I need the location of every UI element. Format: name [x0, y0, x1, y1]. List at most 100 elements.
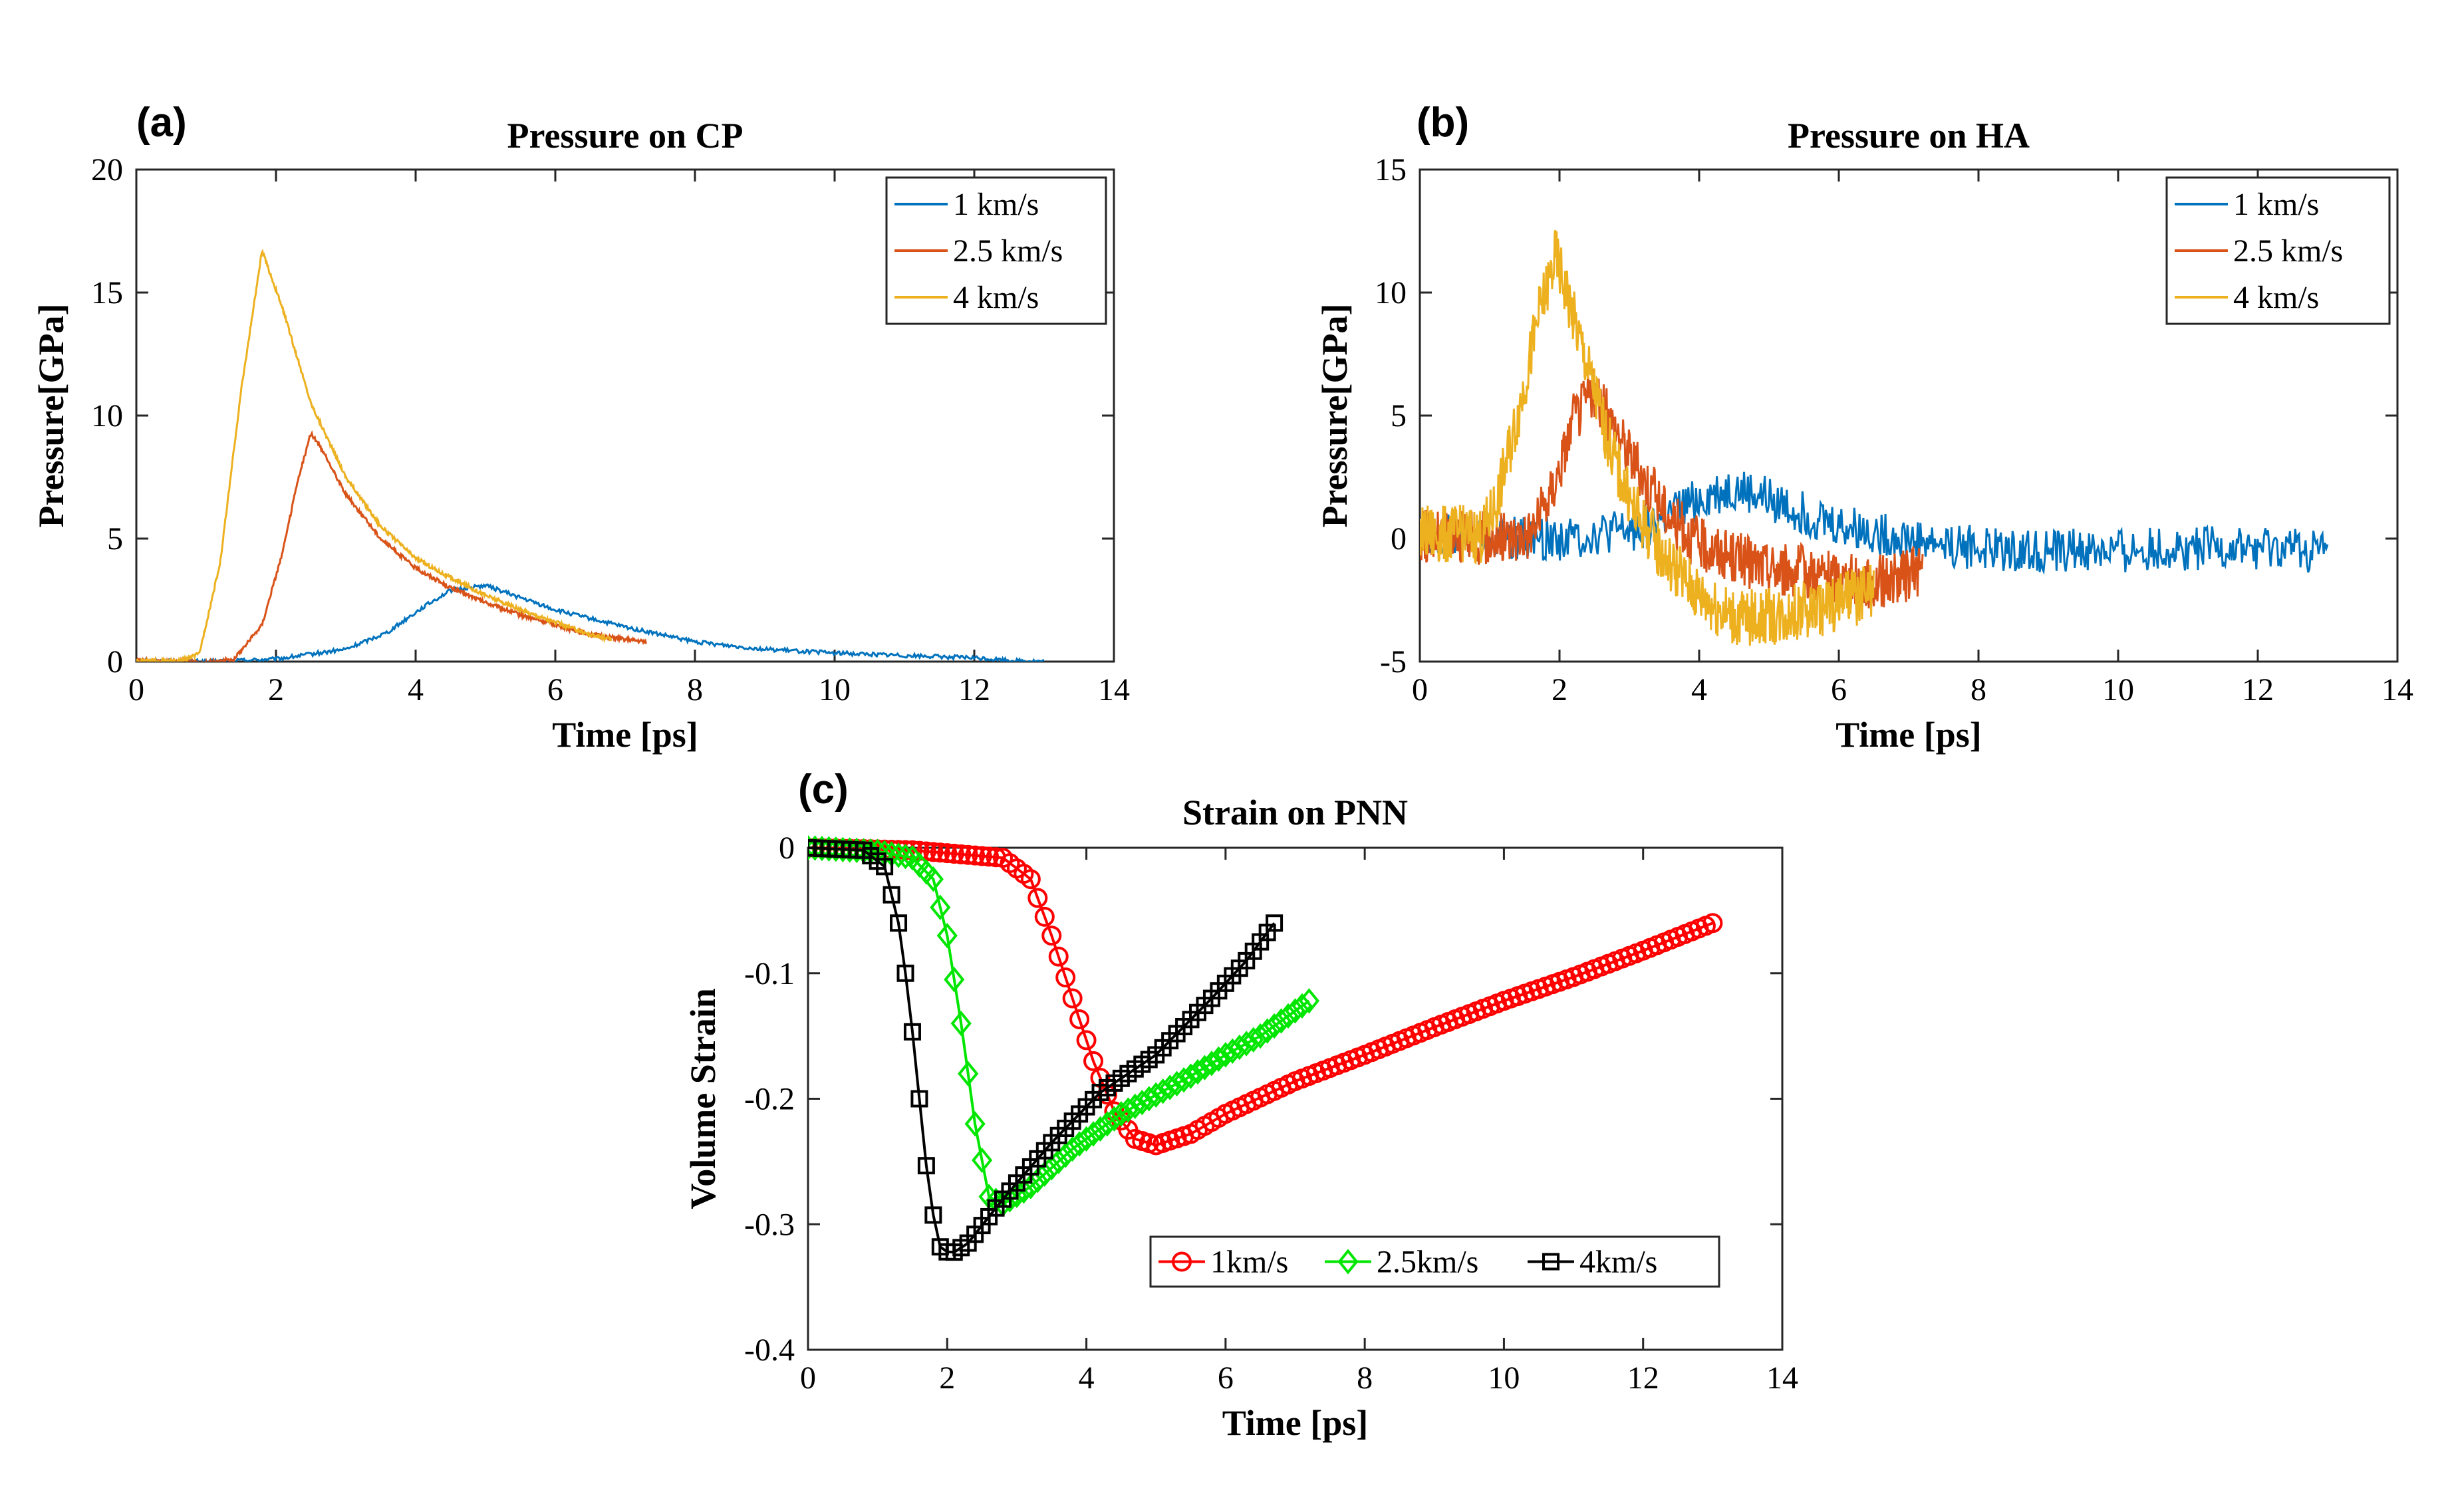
- data-point-1km/s: [1083, 1051, 1104, 1071]
- y-axis-label: Pressure[GPa]: [31, 304, 71, 528]
- data-point-2.5km/s: [1145, 1082, 1166, 1108]
- panel-label: (b): [1417, 100, 1469, 146]
- data-point-2.5km/s: [1208, 1046, 1229, 1072]
- x-tick-label: 6: [1831, 672, 1847, 707]
- data-point-1km/s: [1069, 1009, 1090, 1029]
- data-point-4km/s: [883, 886, 900, 904]
- x-tick-label: 8: [1357, 1360, 1373, 1396]
- x-tick-label: 10: [2102, 672, 2134, 707]
- data-point-2.5km/s: [1075, 1126, 1097, 1152]
- y-tick-label: 10: [1375, 275, 1407, 311]
- data-point-4km/s: [896, 964, 914, 982]
- y-tick-label: -0.4: [744, 1332, 795, 1368]
- data-point-2.5km/s: [1055, 1142, 1076, 1168]
- chart-title: Pressure on CP: [507, 116, 744, 156]
- legend: 1 km/s 2.5 km/s 4 km/s: [885, 176, 1107, 325]
- x-tick-label: 10: [819, 672, 851, 707]
- data-point-4km/s: [924, 1206, 942, 1224]
- x-tick-label: 0: [1412, 672, 1428, 707]
- y-tick-label: 0: [779, 830, 795, 866]
- data-point-2.5km/s: [1257, 1018, 1278, 1044]
- data-point-2.5km/s: [1201, 1051, 1222, 1076]
- data-point-2.5km/s: [1270, 1008, 1292, 1034]
- data-point-2.5km/s: [958, 1061, 979, 1086]
- data-point-2.5km/s: [922, 866, 944, 892]
- y-tick-label: 5: [107, 521, 123, 557]
- data-point-2.5km/s: [1111, 1100, 1132, 1127]
- legend-entry-label: 1km/s: [1210, 1245, 1288, 1280]
- series-line-2.5 km/s: [136, 430, 647, 662]
- y-tick-label: 20: [91, 152, 123, 188]
- x-tick-label: 14: [1098, 672, 1130, 707]
- data-point-1km/s: [972, 846, 992, 866]
- panel-label: (a): [136, 100, 187, 146]
- legend-entry-label: 4 km/s: [953, 280, 1039, 315]
- legend-box: [1149, 1235, 1720, 1288]
- data-point-2.5km/s: [1139, 1086, 1160, 1112]
- x-tick-label: 4: [1079, 1360, 1095, 1396]
- data-point-1km/s: [1062, 988, 1083, 1009]
- x-tick-label: 2: [1552, 672, 1567, 707]
- legend: 1 km/s 2.5 km/s 4 km/s: [2165, 176, 2391, 325]
- data-point-4km/s: [903, 1023, 921, 1041]
- data-point-2.5km/s: [1159, 1074, 1180, 1100]
- data-point-2.5km/s: [1194, 1055, 1216, 1080]
- data-point-4km/s: [1266, 914, 1284, 932]
- x-tick-label: 8: [1970, 672, 1986, 707]
- data-point-2.5km/s: [1243, 1027, 1264, 1053]
- data-point-2.5km/s: [1083, 1121, 1104, 1147]
- panel-label: (c): [798, 767, 849, 813]
- x-tick-label: 2: [939, 1360, 955, 1396]
- data-point-2.5km/s: [888, 842, 909, 868]
- y-tick-label: 0: [107, 644, 123, 680]
- data-point-2.5km/s: [1117, 1097, 1139, 1123]
- legend-marker: [1542, 1253, 1560, 1271]
- legend-entry-label: 2.5km/s: [1377, 1245, 1478, 1280]
- x-tick-label: 2: [268, 672, 284, 707]
- data-point-1km/s: [965, 845, 986, 866]
- data-point-2.5km/s: [964, 1111, 986, 1137]
- data-point-1km/s: [937, 843, 958, 864]
- data-point-2.5km/s: [1298, 988, 1320, 1014]
- x-tick-label: 0: [128, 672, 144, 707]
- x-tick-label: 14: [1766, 1360, 1798, 1396]
- data-point-2.5km/s: [1284, 998, 1306, 1024]
- data-point-1km/s: [1702, 913, 1723, 934]
- data-point-2.5km/s: [1131, 1089, 1153, 1116]
- data-point-2.5km/s: [894, 844, 916, 870]
- x-tick-label: 0: [800, 1360, 816, 1396]
- y-tick-label: -5: [1380, 644, 1407, 680]
- legend: 1km/s 2.5km/s 4km/s: [1149, 1235, 1720, 1288]
- data-point-1km/s: [1020, 869, 1041, 890]
- chart-title: Pressure on HA: [1788, 116, 2030, 156]
- x-tick-label: 4: [408, 672, 424, 707]
- legend-marker: [1337, 1249, 1359, 1275]
- data-point-1km/s: [1027, 888, 1048, 908]
- data-point-2.5km/s: [1291, 993, 1313, 1019]
- data-point-1km/s: [1034, 906, 1055, 927]
- data-point-1km/s: [1055, 967, 1076, 988]
- data-point-2.5km/s: [1069, 1131, 1090, 1157]
- data-point-1km/s: [979, 846, 1000, 867]
- x-tick-label: 14: [2381, 672, 2413, 707]
- data-point-1km/s: [1041, 926, 1062, 946]
- data-point-2.5km/s: [944, 967, 965, 993]
- x-tick-label: 12: [2242, 672, 2274, 707]
- legend-entry-label: 2.5 km/s: [2233, 233, 2343, 269]
- chart-title: Strain on PNN: [1182, 793, 1408, 832]
- data-point-4km/s: [890, 914, 908, 932]
- data-point-4km/s: [910, 1090, 928, 1108]
- data-point-2.5km/s: [1215, 1042, 1236, 1068]
- series-line-4 km/s: [1420, 229, 1875, 646]
- x-axis-label: Time [ps]: [1835, 715, 1982, 755]
- series-group: [808, 834, 1723, 1261]
- panel-a-pressure-on-cp: 0 2 4 6 8 10 12 14 0 5 10 15 20 Pressure on CP (a) Time…: [31, 100, 1130, 755]
- y-tick-label: 10: [91, 398, 123, 434]
- series-group: [1420, 229, 2329, 646]
- data-point-1km/s: [1048, 946, 1069, 967]
- y-axis-label: Volume Strain: [683, 988, 723, 1209]
- series-line-2.5 km/s: [1420, 368, 1924, 609]
- data-point-2.5km/s: [1236, 1031, 1257, 1057]
- data-point-2.5km/s: [930, 894, 951, 920]
